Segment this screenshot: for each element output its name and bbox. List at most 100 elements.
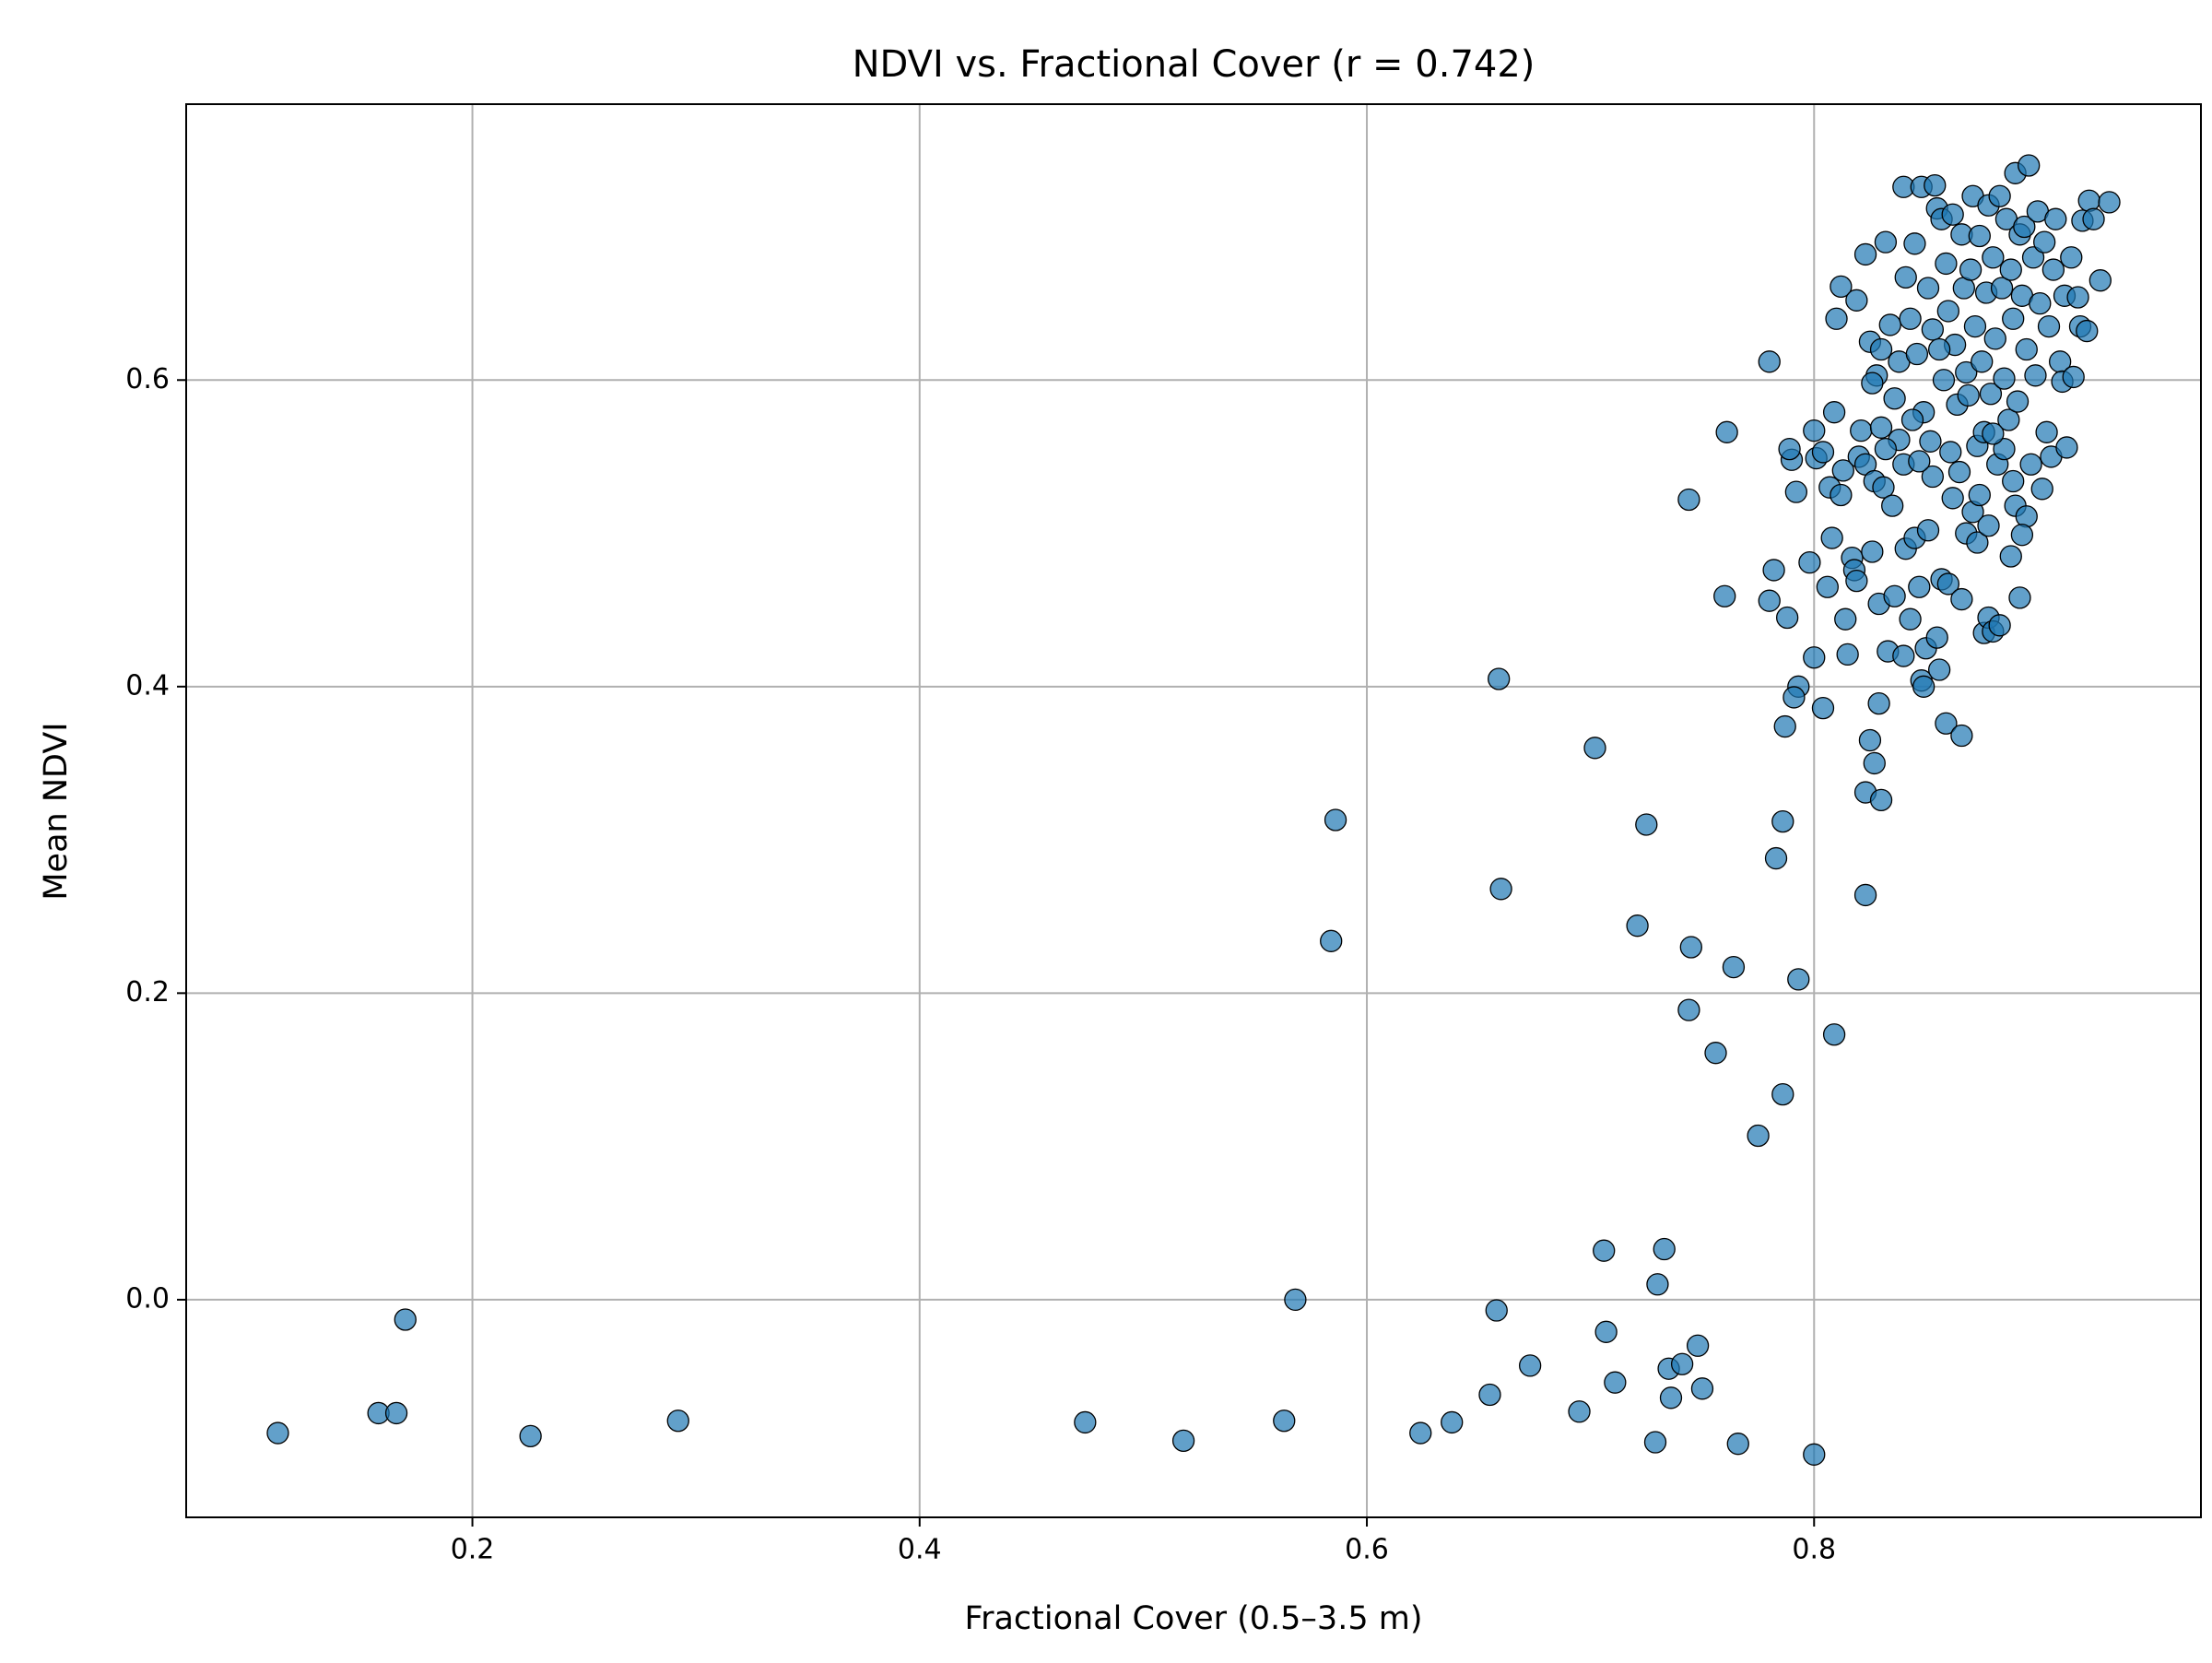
scatter-point [1284, 1288, 1307, 1312]
scatter-point [1853, 883, 1877, 907]
scatter-point [1409, 1421, 1432, 1445]
scatter-point [1924, 173, 1947, 197]
scatter-point [1912, 675, 1936, 698]
scatter-point [1863, 751, 1886, 775]
scatter-point [1485, 1299, 1508, 1322]
scatter-point [1955, 360, 1978, 384]
scatter-point [1677, 998, 1700, 1021]
scatter-point [1950, 587, 1973, 611]
scatter-point [2082, 207, 2105, 230]
scatter-point [1771, 1082, 1794, 1106]
scatter-point [1936, 300, 1959, 323]
scatter-point [1947, 460, 1971, 484]
scatter-point [1320, 929, 1343, 952]
scatter-point [1925, 626, 1948, 649]
scatter-point [1899, 607, 1922, 631]
scatter-point [1900, 408, 1924, 431]
scatter-point [1957, 383, 1980, 407]
scatter-point [2002, 469, 2025, 493]
x-tick-label: 0.2 [451, 1534, 495, 1566]
scatter-point [1982, 422, 2005, 445]
scatter-point [1966, 531, 1989, 554]
scatter-point [1478, 1383, 1501, 1407]
scatter-point [1982, 246, 2005, 269]
scatter-point [1881, 494, 1904, 517]
scatter-point [2018, 154, 2041, 177]
scatter-point [1830, 483, 1853, 507]
points [266, 154, 2121, 1466]
scatter-point [2008, 586, 2031, 609]
scatter-point [1784, 480, 1808, 503]
scatter-point [1869, 337, 1893, 361]
scatter-point [384, 1401, 408, 1425]
scatter-point [1939, 441, 1962, 464]
scatter-point [1816, 575, 1839, 598]
scatter-point [2055, 436, 2078, 459]
scatter-point [1583, 737, 1606, 760]
scatter-point [1635, 813, 1658, 836]
scatter-point [1908, 575, 1931, 598]
scatter-point [1883, 584, 1906, 607]
chart-title: NDVI vs. Fractional Cover (r = 0.742) [853, 43, 1535, 86]
scatter-point [1764, 846, 1788, 870]
y-tick-label: 0.0 [125, 1282, 170, 1315]
scatter-point [2010, 524, 2034, 547]
scatter-point [2019, 453, 2042, 476]
scatter-point [1878, 313, 1901, 336]
x-tick-label: 0.4 [898, 1534, 942, 1566]
scatter-point [1747, 1124, 1770, 1148]
scatter-point [1990, 277, 2014, 300]
scatter-point [1916, 519, 1940, 542]
scatter-point [394, 1308, 417, 1331]
scatter-point [1916, 277, 1940, 300]
plot-frame [185, 103, 2202, 1518]
y-tick-label: 0.6 [125, 363, 170, 395]
ticks: 0.2 0.4 0.6 0.8 0.0 0.2 0.4 0.6 [125, 363, 1836, 1566]
scatter-point [1715, 420, 1738, 443]
scatter-point [1646, 1273, 1669, 1296]
x-tick-label: 0.6 [1345, 1534, 1389, 1566]
scatter-point [1959, 258, 1983, 281]
scatter-point [1273, 1409, 1296, 1433]
scatter-point [2060, 246, 2083, 269]
scatter-point [1830, 275, 1853, 299]
scatter-point [1988, 184, 2011, 207]
scatter-point [1798, 550, 1821, 574]
scatter-point [1861, 372, 1884, 395]
scatter-point [2013, 215, 2036, 239]
y-tick-label: 0.4 [125, 669, 170, 702]
scatter-point [2002, 307, 2025, 330]
scatter-point [2041, 258, 2065, 281]
scatter-point [1999, 545, 2022, 568]
scatter-point [1845, 289, 1868, 312]
scatter-point [1822, 1023, 1846, 1046]
scatter-point [1653, 1237, 1676, 1261]
scatter-point [1811, 696, 1835, 720]
scatter-point [1626, 914, 1649, 938]
scatter-point [2044, 207, 2067, 230]
grid [186, 104, 2201, 1517]
scatter-point [2015, 337, 2038, 361]
scatter-point [2024, 364, 2047, 387]
scatter-point [1771, 809, 1794, 833]
scatter-point [1783, 686, 1806, 709]
y-tick-label: 0.2 [125, 976, 170, 1008]
scatter-point [1903, 232, 1926, 255]
scatter-point [1979, 383, 2003, 406]
scatter-point [1858, 728, 1882, 752]
scatter-point [1874, 230, 1898, 254]
scatter-point [519, 1424, 542, 1448]
scatter-point [1778, 437, 1801, 461]
scatter-point [666, 1409, 689, 1433]
scatter-point [1489, 878, 1512, 901]
scatter-point [1568, 1400, 1591, 1423]
x-tick-label: 0.8 [1792, 1534, 1836, 1566]
scatter-point [1679, 936, 1702, 959]
y-axis-label: Mean NDVI [38, 722, 75, 900]
scatter-point [1704, 1042, 1727, 1065]
scatter-point [1593, 1239, 1616, 1262]
scatter-point [1834, 607, 1857, 631]
scatter-point [1643, 1431, 1667, 1454]
scatter-point [1993, 437, 2016, 461]
